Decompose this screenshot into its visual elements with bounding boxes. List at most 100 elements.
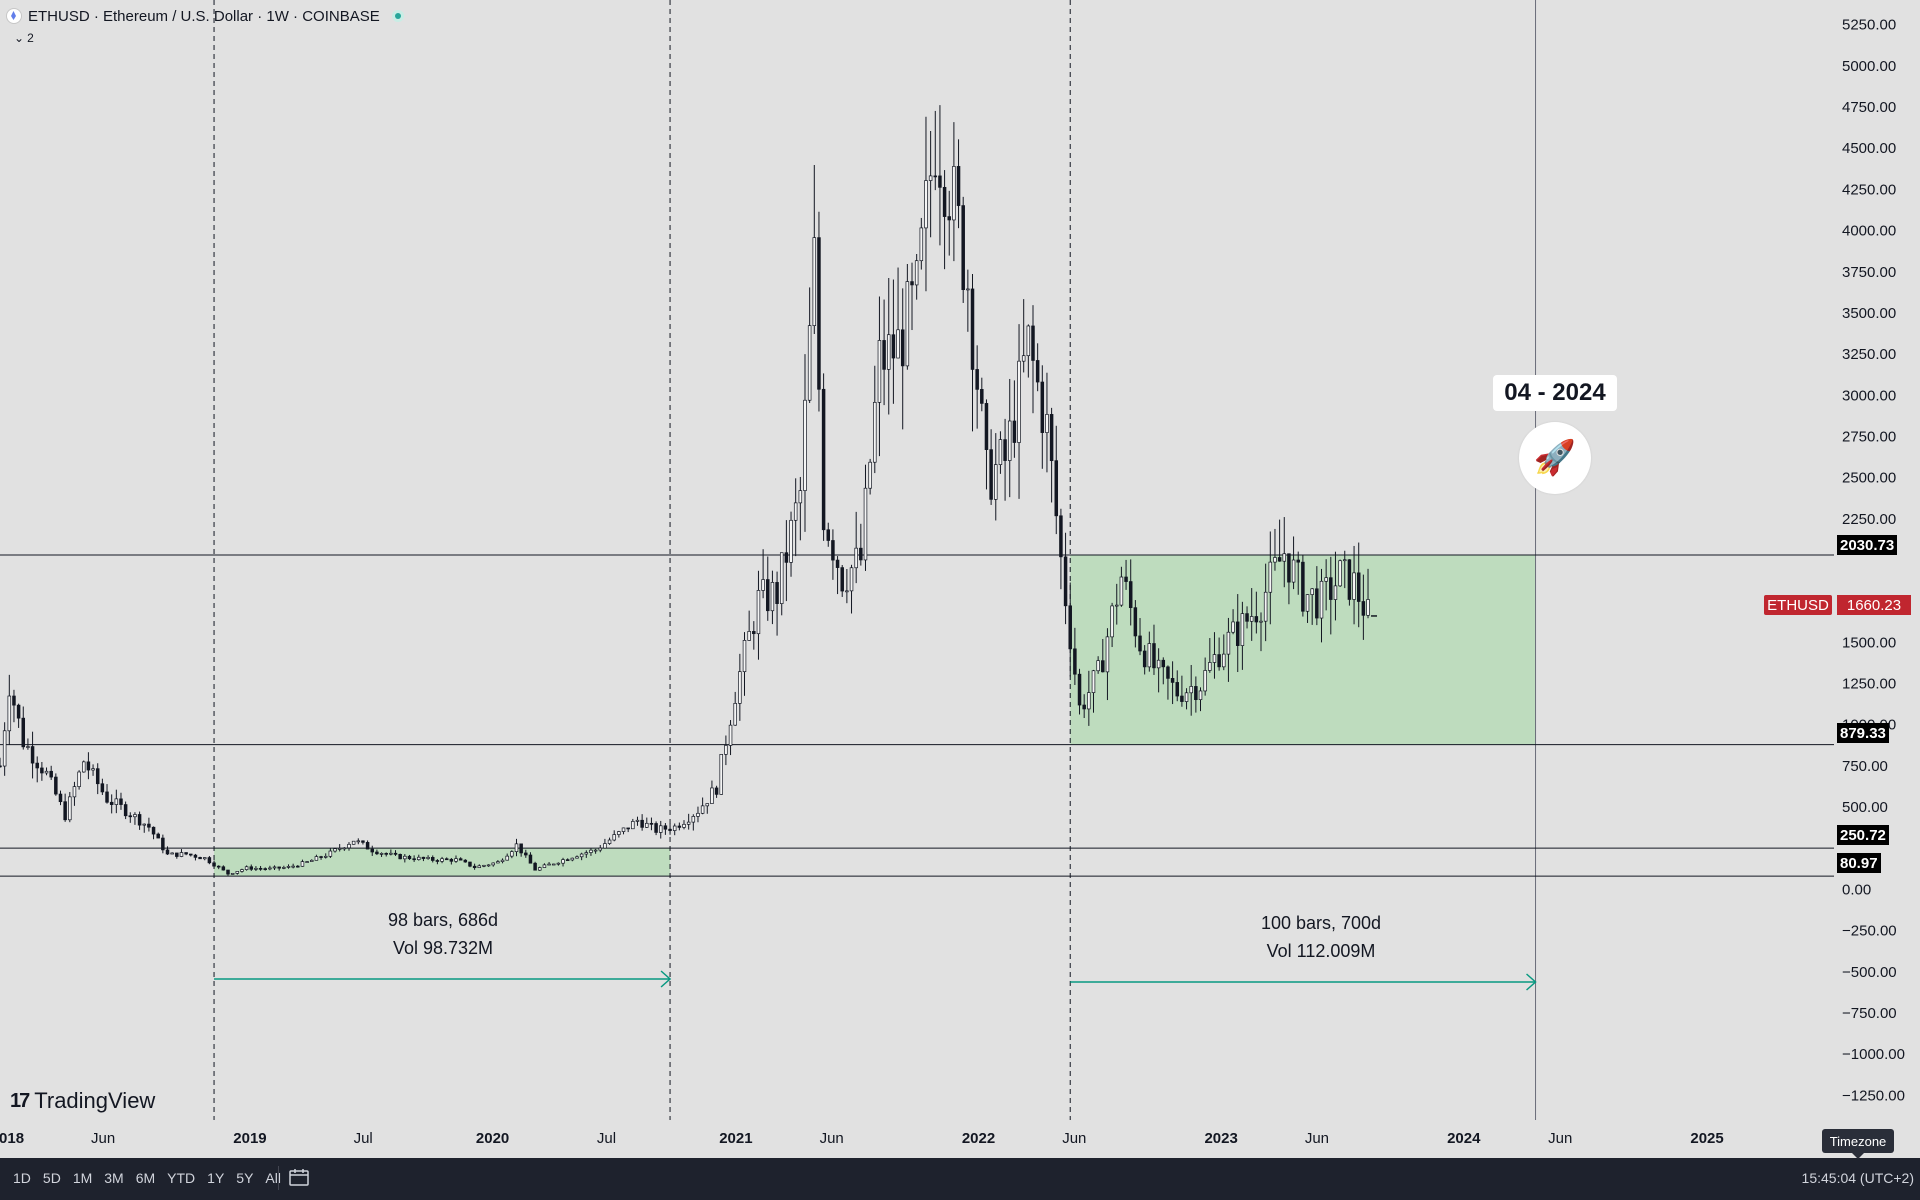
period-button-5y[interactable]: 5Y (236, 1170, 254, 1186)
x-axis-tick-label: 2018 (0, 1130, 24, 1147)
candle-body (524, 852, 528, 856)
candle-body (579, 853, 584, 858)
date-annotation[interactable]: 04 - 2024 (1493, 375, 1617, 411)
candle-body (1254, 616, 1259, 623)
candle-body (68, 796, 72, 821)
period-button-3m[interactable]: 3M (104, 1170, 124, 1186)
candle-body (333, 848, 337, 852)
y-axis-tick-label: 2500.00 (1842, 470, 1896, 487)
candle-body (635, 819, 640, 822)
candle-body (956, 166, 961, 206)
candle-body (491, 862, 495, 866)
candle-body (793, 502, 798, 521)
candle-body (1203, 670, 1207, 692)
timezone-clock[interactable]: 15:45:04 (UTC+2) (1801, 1170, 1914, 1186)
x-axis-tick-label: 2019 (233, 1130, 266, 1147)
collapse-indicators-button[interactable]: ⌄ 2 (10, 30, 38, 46)
candle-body (1277, 557, 1282, 562)
candle-body (1049, 414, 1054, 462)
candle-body (682, 823, 686, 828)
y-axis-tick-label: 0.00 (1842, 881, 1871, 898)
period-button-1d[interactable]: 1D (13, 1170, 31, 1186)
candle-body (226, 869, 230, 875)
candle-body (454, 858, 458, 862)
candle-body (1366, 599, 1370, 616)
chart-canvas[interactable]: 5250.00 5000.00 4750.00 4500.00 4250.00 4000.… (0, 0, 1920, 1158)
candle-body (403, 855, 407, 860)
candle-body (514, 843, 519, 852)
candle-body (1101, 660, 1105, 673)
candle-body (184, 852, 188, 855)
candle-body (817, 237, 821, 390)
x-axis-tick-label: Jun (1062, 1130, 1086, 1147)
y-axis-tick-label: 4750.00 (1842, 99, 1896, 116)
candle-body (742, 640, 747, 673)
candle-body (375, 851, 379, 855)
period-button-all[interactable]: All (265, 1170, 281, 1186)
candle-body (593, 849, 598, 852)
candle-body (696, 812, 700, 817)
x-axis-tick-label: 2021 (719, 1130, 752, 1147)
candle-body (914, 260, 919, 286)
candle-body (1347, 559, 1352, 600)
candle-body (109, 801, 114, 805)
candle-body (658, 825, 663, 833)
period-button-6m[interactable]: 6M (135, 1170, 156, 1186)
period-button-5d[interactable]: 5D (42, 1170, 61, 1186)
candle-body (803, 399, 807, 491)
candle-body (1361, 601, 1366, 616)
candle-body (1291, 559, 1296, 583)
x-axis-tick-label: 2025 (1690, 1130, 1723, 1147)
candle-body (458, 858, 463, 861)
candle-body (812, 237, 817, 326)
candle-body (1161, 659, 1166, 668)
candle-body (980, 389, 984, 404)
y-axis-tick-label: 4500.00 (1842, 140, 1896, 157)
candle-body (1007, 420, 1012, 461)
candle-body (603, 843, 607, 849)
period-buttons: 1D 5D 1M 3M 6M YTD 1Y 5Y All (8, 1168, 286, 1188)
candle-body (207, 857, 212, 864)
symbol-header[interactable]: ETHUSD · Ethereum / U.S. Dollar · 1W · C… (6, 6, 404, 26)
y-axis-tick-label: −750.00 (1842, 1005, 1897, 1022)
candle-body (738, 671, 742, 704)
calendar-range-icon[interactable] (288, 1168, 312, 1188)
candle-body (249, 866, 254, 870)
candle-body (444, 858, 449, 861)
candle-body (26, 746, 30, 748)
candle-body (631, 821, 635, 830)
level-tag-80: 80.97 (1837, 853, 1881, 873)
candle-body (998, 439, 1003, 465)
candle-body (342, 847, 347, 850)
candle-body (966, 288, 970, 291)
candle-body (807, 325, 812, 401)
candle-body (258, 867, 263, 870)
candle-body (924, 180, 928, 229)
period-button-1y[interactable]: 1Y (207, 1170, 225, 1186)
rocket-icon[interactable]: 🚀 (1519, 422, 1591, 494)
period-button-ytd[interactable]: YTD (167, 1170, 196, 1186)
y-axis-tick-label: 5250.00 (1842, 17, 1896, 34)
candle-body (775, 582, 779, 604)
candle-body (1040, 381, 1045, 433)
candle-body (1263, 591, 1268, 622)
candle-body (1054, 460, 1059, 517)
period-button-1m[interactable]: 1M (72, 1170, 93, 1186)
x-axis-tick-label: Jun (820, 1130, 844, 1147)
level-tag-2030: 2030.73 (1837, 535, 1898, 555)
candle-body (575, 856, 579, 859)
candle-body (347, 843, 351, 849)
candle-body (1212, 654, 1217, 663)
candle-body (761, 579, 765, 591)
candle-body (282, 867, 286, 869)
tradingview-logo[interactable]: 17 TradingView (10, 1088, 155, 1114)
candle-body (468, 861, 472, 867)
candle-body (86, 761, 91, 771)
candle-body (784, 552, 789, 563)
candle-body (500, 859, 505, 862)
candle-body (435, 860, 440, 862)
candle-body (398, 854, 402, 860)
candle-body (1296, 559, 1300, 563)
candle-body (1105, 636, 1110, 673)
candle-body (254, 867, 258, 870)
